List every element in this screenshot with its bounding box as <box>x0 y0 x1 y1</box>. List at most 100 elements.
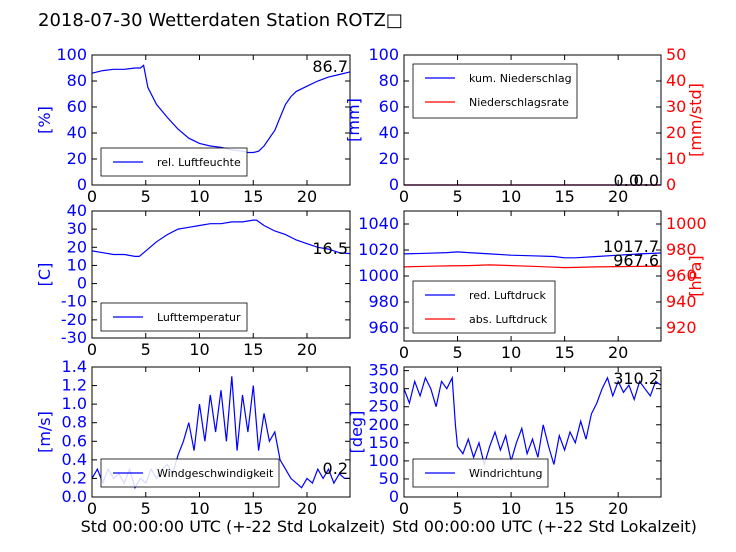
y-axis-label-right: [hPa] <box>686 255 705 296</box>
y-tick-label: 0.0 <box>62 487 87 506</box>
panel-windspeed: 0 5 10 15 200.00.20.40.60.81.01.21.4[m/s]Std… <box>35 357 385 536</box>
legend-label: Lufttemperatur <box>157 311 241 324</box>
y-tick-label: 30 <box>67 219 87 238</box>
y-tick-label-right: 40 <box>666 71 686 90</box>
x-tick-label: 5 <box>141 340 151 359</box>
current-value: 1017.7 <box>603 237 659 256</box>
x-tick-label: 10 <box>501 343 521 362</box>
y-tick-label: 0.6 <box>62 431 87 450</box>
x-tick-label: 20 <box>297 187 317 206</box>
plot-frame <box>91 366 351 498</box>
legend-label: rel. Luftfeuchte <box>157 156 241 169</box>
y-tick-label-right: 10 <box>666 149 686 168</box>
y-tick-label-right: 50 <box>666 45 686 64</box>
y-tick-label: 0 <box>389 487 399 506</box>
y-tick-label: 1000 <box>358 266 399 285</box>
y-tick-label: 0.8 <box>62 413 87 432</box>
series-line-pressure-1 <box>403 264 662 269</box>
x-tick-label: 15 <box>243 340 263 359</box>
y-axis-label-right: [mm/std] <box>686 83 705 157</box>
panel-pressure: 0 5 10 15 20 960 980 1000 1020 1040 920 940 960 980 10… <box>358 210 707 362</box>
x-tick-label: 5 <box>452 343 462 362</box>
current-value-right: 0.0 <box>614 171 639 190</box>
legend-label: abs. Luftdruck <box>469 313 548 326</box>
x-axis-label: Std 00:00:00 UTC (+-22 Std Lokalzeit) <box>81 517 386 536</box>
plot-frame <box>91 54 351 186</box>
legend-label: Niederschlagsrate <box>469 96 569 109</box>
x-tick-label: 10 <box>189 499 209 518</box>
y-tick-label: 50 <box>379 469 399 488</box>
y-tick-label: 80 <box>67 71 87 90</box>
x-tick-label: 5 <box>141 187 151 206</box>
y-tick-label: 1020 <box>358 240 399 259</box>
y-tick-label: 1.0 <box>62 394 87 413</box>
y-tick-label: 300 <box>368 379 399 398</box>
current-value: 16.5 <box>312 239 348 258</box>
y-tick-label: -30 <box>61 328 87 347</box>
y-tick-label: 60 <box>379 97 399 116</box>
y-tick-label-right: 30 <box>666 97 686 116</box>
legend-label: red. Luftdruck <box>469 289 546 302</box>
series-line-winddirection-0 <box>403 375 662 467</box>
series-line-temperature-0 <box>91 219 351 257</box>
x-tick-label: 10 <box>501 187 521 206</box>
x-tick-label: 15 <box>554 343 574 362</box>
y-tick-label: 0 <box>77 274 87 293</box>
y-tick-label: 350 <box>368 361 399 380</box>
y-tick-label: 40 <box>67 123 87 142</box>
panel-temperature: 0 5 10 15 20-30-20-10010203040[C]Lufttempera… <box>35 201 351 359</box>
y-tick-label: 960 <box>368 318 399 337</box>
y-axis-label: [%] <box>35 106 54 134</box>
y-tick-label-right: 960 <box>666 266 697 285</box>
y-tick-label-right: 980 <box>666 240 697 259</box>
y-tick-label: 40 <box>379 123 399 142</box>
x-tick-label: 15 <box>243 187 263 206</box>
current-value: 86.7 <box>312 57 348 76</box>
series-line-humidity-0 <box>91 64 351 154</box>
figure-title: 2018-07-30 Wetterdaten Station ROTZ□ <box>38 10 403 31</box>
y-tick-label: 100 <box>56 45 87 64</box>
y-axis-label: [mm] <box>344 98 363 142</box>
x-tick-label: 10 <box>501 499 521 518</box>
current-value: 0.0 <box>634 171 659 190</box>
legend-label: kum. Niederschlag <box>469 72 572 85</box>
y-tick-label-right: 920 <box>666 318 697 337</box>
y-tick-label-right: 20 <box>666 123 686 142</box>
y-tick-label: -20 <box>61 310 87 329</box>
legend-box <box>412 280 556 334</box>
current-value: 310.2 <box>613 369 659 388</box>
x-tick-label: 0 <box>87 187 97 206</box>
x-tick-label: 20 <box>608 187 628 206</box>
current-value: 0.2 <box>323 459 348 478</box>
x-tick-label: 0 <box>87 340 97 359</box>
x-tick-label: 20 <box>608 499 628 518</box>
y-tick-label: 20 <box>67 237 87 256</box>
x-tick-label: 15 <box>554 499 574 518</box>
y-axis-label: [m/s] <box>35 411 54 453</box>
y-tick-label: 0 <box>389 175 399 194</box>
y-tick-label: 0 <box>77 175 87 194</box>
y-tick-label: 0.4 <box>62 450 87 469</box>
x-tick-label: 10 <box>189 187 209 206</box>
y-tick-label: 980 <box>368 292 399 311</box>
series-line-windspeed-0 <box>91 376 350 490</box>
current-value-right: 967.6 <box>613 251 659 270</box>
x-tick-label: 20 <box>297 499 317 518</box>
x-tick-label: 15 <box>554 187 574 206</box>
y-axis-label: [C] <box>35 263 54 287</box>
x-tick-label: 5 <box>452 187 462 206</box>
plot-frame <box>91 210 351 339</box>
y-tick-label: 100 <box>368 451 399 470</box>
y-tick-label: 80 <box>379 71 399 90</box>
x-tick-label: 10 <box>189 340 209 359</box>
y-tick-label: 10 <box>67 255 87 274</box>
y-tick-label: 20 <box>67 149 87 168</box>
y-tick-label: 150 <box>368 433 399 452</box>
y-tick-label-right: 0 <box>666 175 676 194</box>
x-tick-label: 0 <box>399 187 409 206</box>
x-tick-label: 20 <box>297 340 317 359</box>
